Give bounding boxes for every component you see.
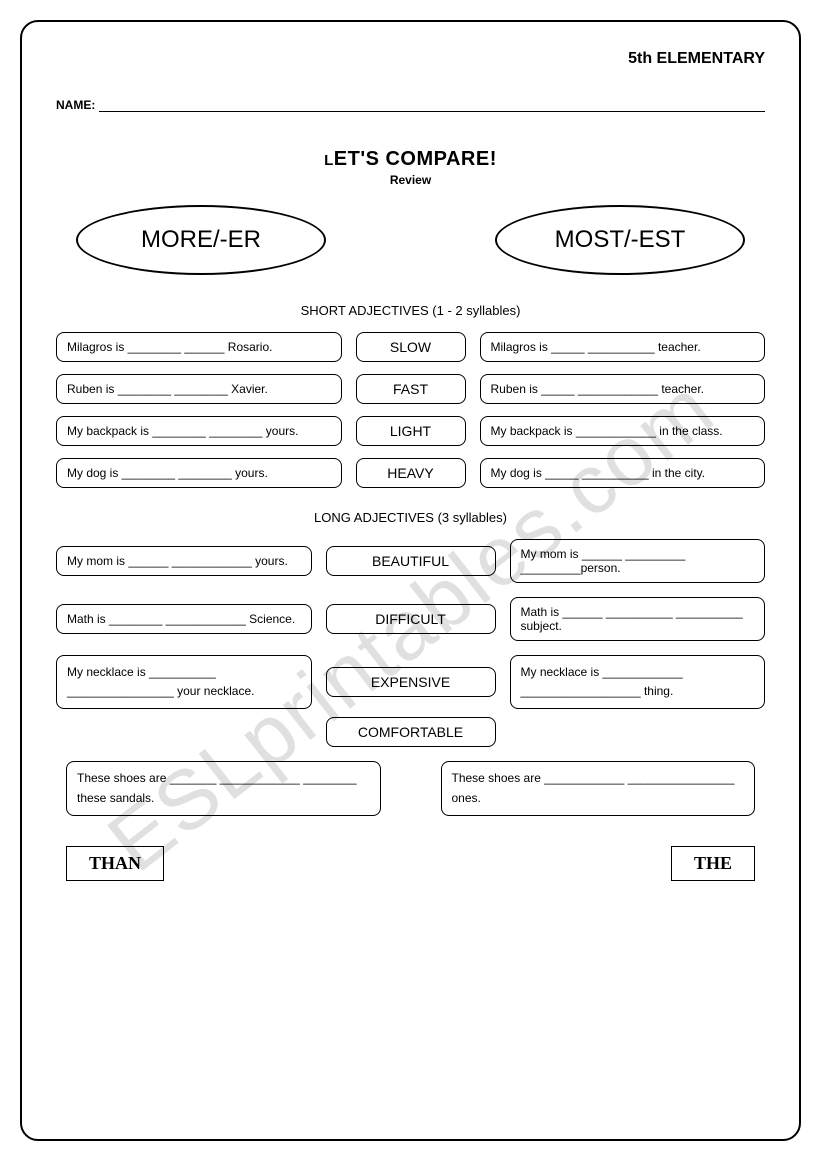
adj-beautiful: BEAUTIFUL: [326, 546, 496, 576]
long-adjectives-grid: My mom is ______ ____________ yours. BEA…: [56, 539, 765, 709]
worksheet-subtitle: Review: [56, 173, 765, 187]
long-left-1[interactable]: My mom is ______ ____________ yours.: [56, 546, 312, 576]
short-left-3[interactable]: My backpack is ________ ________ yours.: [56, 416, 342, 446]
short-left-4[interactable]: My dog is ________ ________ yours.: [56, 458, 342, 488]
adj-fast: FAST: [356, 374, 466, 404]
worksheet-title: LET'S COMPARE!: [56, 148, 765, 171]
long-left-4[interactable]: These shoes are _______ ____________ ___…: [66, 761, 381, 815]
adj-slow: SLOW: [356, 332, 466, 362]
adj-light: LIGHT: [356, 416, 466, 446]
grade-level: 5th ELEMENTARY: [56, 50, 765, 68]
comfortable-row: COMFORTABLE: [56, 717, 765, 747]
short-left-2[interactable]: Ruben is ________ ________ Xavier.: [56, 374, 342, 404]
adj-difficult: DIFFICULT: [326, 604, 496, 634]
short-adjectives-grid: Milagros is ________ ______ Rosario. SLO…: [56, 332, 765, 488]
name-label: NAME:: [56, 98, 95, 112]
title-prefix: L: [324, 152, 334, 169]
ovals-row: MORE/-ER MOST/-EST: [76, 205, 745, 275]
short-left-1[interactable]: Milagros is ________ ______ Rosario.: [56, 332, 342, 362]
long-adjectives-heading: LONG ADJECTIVES (3 syllables): [56, 510, 765, 525]
adj-heavy: HEAVY: [356, 458, 466, 488]
long-right-2[interactable]: Math is ______ __________ __________ sub…: [510, 597, 766, 641]
name-field-row: NAME:: [56, 98, 765, 112]
word-than: THAN: [66, 846, 164, 881]
long-left-2[interactable]: Math is ________ ____________ Science.: [56, 604, 312, 634]
short-adjectives-heading: SHORT ADJECTIVES (1 - 2 syllables): [56, 303, 765, 318]
oval-more-er: MORE/-ER: [76, 205, 326, 275]
bottom-sentence-pair: These shoes are _______ ____________ ___…: [66, 761, 755, 815]
oval-most-est: MOST/-EST: [495, 205, 745, 275]
long-right-3[interactable]: My necklace is ____________ ____________…: [510, 655, 766, 709]
title-rest: ET'S COMPARE!: [334, 148, 497, 170]
short-right-2[interactable]: Ruben is _____ ____________ teacher.: [480, 374, 766, 404]
short-right-4[interactable]: My dog is _____ __________ in the city.: [480, 458, 766, 488]
footer-words: THAN THE: [66, 846, 755, 881]
short-right-3[interactable]: My backpack is ____________ in the class…: [480, 416, 766, 446]
worksheet-page: ESLprintables.com 5th ELEMENTARY NAME: L…: [20, 20, 801, 1141]
word-the: THE: [671, 846, 755, 881]
name-input-line[interactable]: [99, 100, 765, 112]
adj-comfortable: COMFORTABLE: [326, 717, 496, 747]
short-right-1[interactable]: Milagros is _____ __________ teacher.: [480, 332, 766, 362]
long-right-4[interactable]: These shoes are ____________ ___________…: [441, 761, 756, 815]
long-left-3[interactable]: My necklace is __________ ______________…: [56, 655, 312, 709]
long-right-1[interactable]: My mom is ______ _________ _________pers…: [510, 539, 766, 583]
adj-expensive: EXPENSIVE: [326, 667, 496, 697]
